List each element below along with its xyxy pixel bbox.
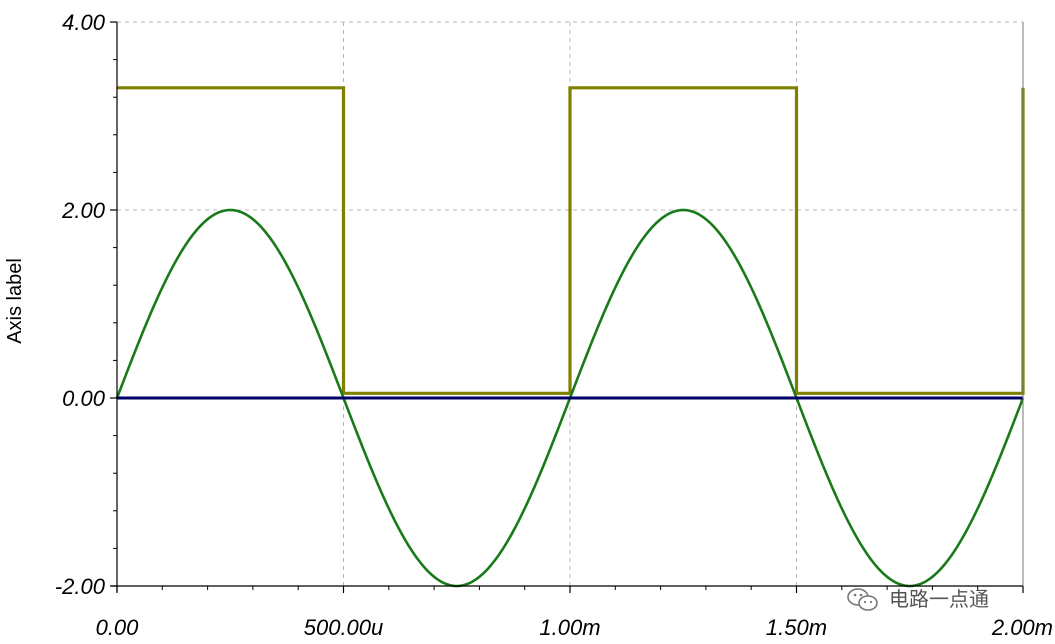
x-tick-label: 2.00m: [991, 615, 1053, 640]
y-tick-label: 2.00: [61, 198, 106, 223]
watermark-text: 电路一点通: [889, 587, 989, 611]
series-layer: [115, 86, 1025, 588]
y-tick-label: 4.00: [62, 10, 106, 35]
watermark: 电路一点通: [847, 587, 989, 611]
x-tick-label: 500.00u: [304, 615, 384, 640]
y-tick-label: -2.00: [55, 574, 106, 599]
y-tick-label: 0.00: [62, 386, 106, 411]
series-line-square: [117, 86, 1025, 395]
axes: [110, 21, 1024, 593]
tick-labels: -2.00 0.00 2.00 4.00 0.00 500.00u 1.00m 1.50m 2.…: [55, 10, 1053, 640]
y-axis-label: Axis label: [4, 258, 26, 344]
x-tick-label: 1.50m: [766, 615, 827, 640]
wechat-icon: [847, 588, 878, 611]
x-tick-label: 0.00: [96, 615, 140, 640]
x-tick-label: 1.00m: [539, 615, 600, 640]
